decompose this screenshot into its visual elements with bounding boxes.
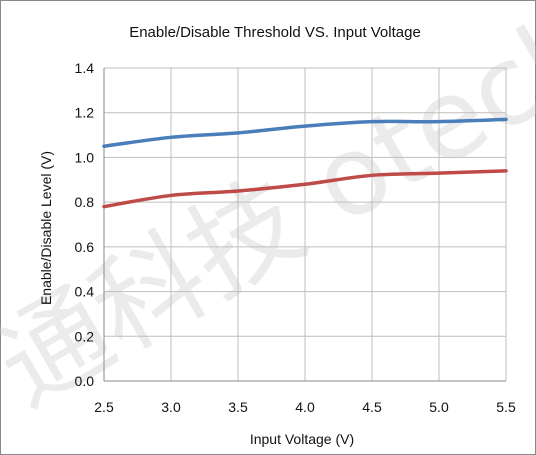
x-tick-label: 5.0 — [429, 399, 449, 415]
series-line-2 — [102, 169, 508, 209]
y-tick-label: 0.0 — [75, 373, 95, 389]
y-tick-label: 1.0 — [75, 149, 95, 165]
y-tick-label: 0.6 — [75, 239, 95, 255]
gridlines — [103, 67, 507, 382]
x-tick-labels: 2.5 3.0 3.5 4.0 4.5 5.0 5.5 — [94, 399, 516, 415]
y-tick-label: 1.2 — [75, 105, 95, 121]
y-tick-label: 1.4 — [75, 60, 95, 76]
x-axis-label: Input Voltage (V) — [250, 431, 354, 447]
series-lines — [102, 117, 508, 209]
x-tick-label: 5.5 — [496, 399, 516, 415]
x-tick-label: 2.5 — [94, 399, 114, 415]
series-line-1 — [102, 117, 508, 148]
chart-title: Enable/Disable Threshold VS. Input Volta… — [129, 24, 421, 41]
y-tick-labels: 0.0 0.2 0.4 0.6 0.8 1.0 1.2 1.4 — [75, 60, 95, 389]
y-tick-label: 0.8 — [75, 194, 95, 210]
x-tick-label: 4.0 — [295, 399, 315, 415]
y-tick-label: 0.2 — [75, 328, 95, 344]
x-tick-label: 3.5 — [228, 399, 248, 415]
y-tick-label: 0.4 — [75, 284, 95, 300]
x-tick-label: 3.0 — [161, 399, 181, 415]
x-tick-label: 4.5 — [362, 399, 382, 415]
y-axis-label: Enable/Disable Level (V) — [38, 151, 54, 305]
